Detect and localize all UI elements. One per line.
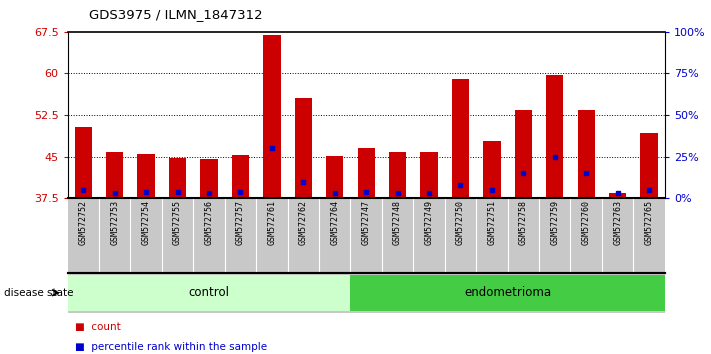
Bar xyxy=(169,158,186,198)
Text: GSM572760: GSM572760 xyxy=(582,200,591,245)
Text: GSM572765: GSM572765 xyxy=(645,200,653,245)
Text: disease state: disease state xyxy=(4,288,73,298)
Text: control: control xyxy=(188,286,230,299)
Text: ■  percentile rank within the sample: ■ percentile rank within the sample xyxy=(75,342,267,352)
Bar xyxy=(515,109,532,198)
Text: GSM572755: GSM572755 xyxy=(173,200,182,245)
Bar xyxy=(351,275,665,311)
Bar xyxy=(609,193,626,198)
Bar xyxy=(326,155,343,198)
Bar xyxy=(358,148,375,198)
Bar xyxy=(201,159,218,198)
Bar xyxy=(68,275,351,311)
Text: GSM572748: GSM572748 xyxy=(393,200,402,245)
Text: GSM572754: GSM572754 xyxy=(141,200,151,245)
Text: endometrioma: endometrioma xyxy=(464,286,551,299)
Bar xyxy=(483,141,501,198)
Text: GSM572749: GSM572749 xyxy=(424,200,434,245)
Bar xyxy=(389,152,406,198)
Bar xyxy=(546,75,563,198)
Text: GSM572764: GSM572764 xyxy=(330,200,339,245)
Text: GSM572747: GSM572747 xyxy=(362,200,370,245)
Text: GSM572756: GSM572756 xyxy=(205,200,213,245)
Text: GSM572759: GSM572759 xyxy=(550,200,560,245)
Text: GDS3975 / ILMN_1847312: GDS3975 / ILMN_1847312 xyxy=(89,8,262,21)
Bar xyxy=(577,109,595,198)
Bar xyxy=(75,127,92,198)
Text: GSM572757: GSM572757 xyxy=(236,200,245,245)
Text: GSM572750: GSM572750 xyxy=(456,200,465,245)
Bar xyxy=(451,79,469,198)
Bar xyxy=(106,152,123,198)
Text: GSM572751: GSM572751 xyxy=(488,200,496,245)
Bar xyxy=(137,154,155,198)
Text: GSM572753: GSM572753 xyxy=(110,200,119,245)
Text: GSM572752: GSM572752 xyxy=(79,200,87,245)
Text: GSM572758: GSM572758 xyxy=(519,200,528,245)
Bar xyxy=(641,133,658,198)
Bar xyxy=(294,98,312,198)
Bar xyxy=(232,155,249,198)
Text: GSM572761: GSM572761 xyxy=(267,200,277,245)
Bar xyxy=(263,35,281,198)
Text: GSM572762: GSM572762 xyxy=(299,200,308,245)
Bar xyxy=(420,152,438,198)
Text: ■  count: ■ count xyxy=(75,322,120,332)
Text: GSM572763: GSM572763 xyxy=(613,200,622,245)
